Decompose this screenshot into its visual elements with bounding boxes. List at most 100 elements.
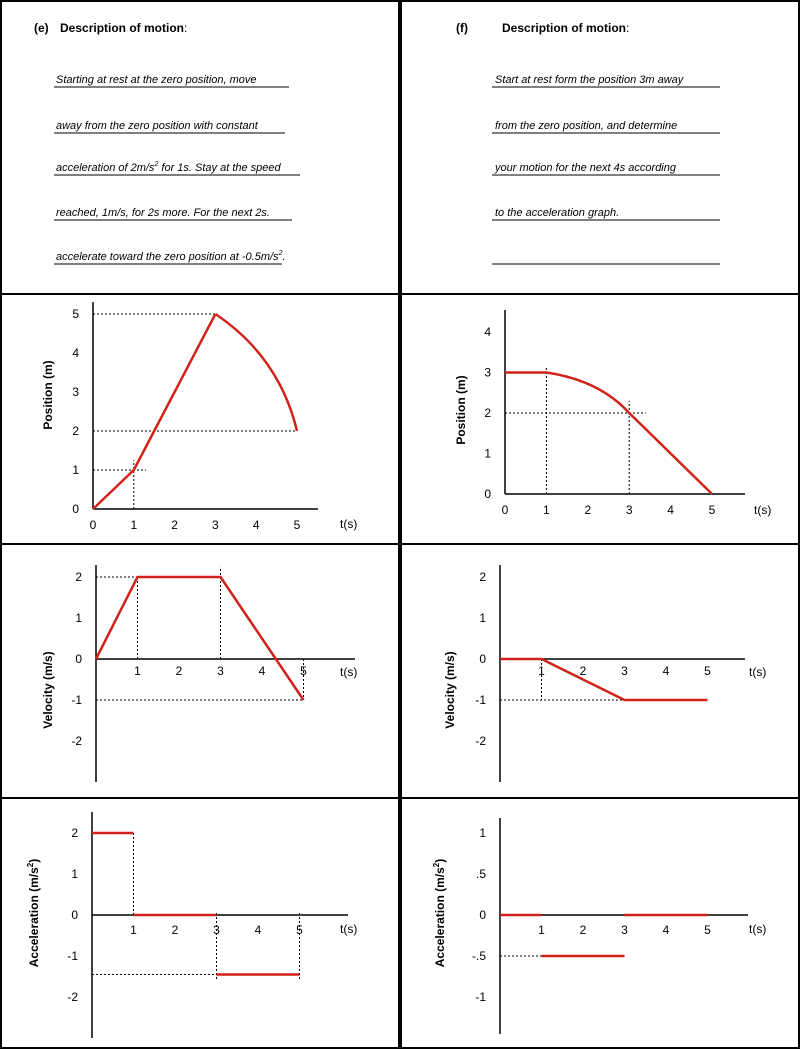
y-tick-label: 2	[484, 406, 491, 420]
y-tick-label: .5	[476, 867, 486, 881]
x-tick-label: 4	[667, 503, 674, 517]
x-tick-label: 2	[172, 923, 179, 937]
x-tick-label: 5	[709, 503, 716, 517]
x-axis-label: t(s)	[340, 922, 357, 936]
e-line-5: accelerate toward the zero position at -…	[56, 250, 286, 263]
x-tick-label: 5	[294, 518, 301, 532]
y-tick-label: 4	[72, 346, 79, 360]
panel-e-heading: Description of motion:	[60, 21, 187, 35]
x-tick-label: 1	[130, 923, 137, 937]
y-tick-label: 3	[484, 366, 491, 380]
panel-f-label: (f)	[456, 21, 468, 35]
y-tick-label: 1	[479, 826, 486, 840]
x-tick-label: 4	[663, 664, 670, 678]
x-tick-label: 3	[213, 923, 220, 937]
x-tick-label: 2	[584, 503, 591, 517]
y-tick-label: 2	[71, 826, 78, 840]
x-tick-label: 3	[217, 664, 224, 678]
f-line-4: to the acceleration graph.	[495, 207, 619, 219]
y-tick-label: 0	[479, 652, 486, 666]
data-series-line	[214, 312, 299, 432]
x-tick-label: 2	[171, 518, 178, 532]
x-axis-label: t(s)	[749, 665, 766, 679]
y-tick-label: 1	[75, 611, 82, 625]
description-f: (f) Description of motion: Start at rest…	[456, 21, 720, 265]
y-tick-label: 3	[72, 385, 79, 399]
y-tick-label: 0	[484, 487, 491, 501]
x-tick-label: 1	[538, 923, 545, 937]
chart-e-velocity: 1 2 3 4 5 -2 -1 0 1 2 t(s) Velocity (m/s)	[41, 565, 357, 782]
chart-e-position: 0 1 2 3 4 5 0 1 2 3 4 5 t(s) Position (m)	[41, 302, 357, 532]
x-tick-label: 0	[502, 503, 509, 517]
data-series-line	[92, 313, 217, 510]
x-tick-label: 3	[212, 518, 219, 532]
x-axis-label: t(s)	[754, 503, 771, 517]
x-tick-label: 1	[134, 664, 141, 678]
x-tick-label: 3	[621, 664, 628, 678]
y-tick-label: 4	[484, 325, 491, 339]
y-axis-label: Velocity (m/s)	[41, 651, 55, 728]
chart-f-velocity: 1 2 3 4 5 -2 -1 0 1 2 t(s) Velocity (m/s)	[443, 565, 766, 782]
y-tick-label: -2	[475, 734, 486, 748]
y-tick-label: -1	[475, 990, 486, 1004]
x-tick-label: 3	[621, 923, 628, 937]
x-tick-label: 2	[176, 664, 183, 678]
y-tick-label: -2	[71, 734, 82, 748]
panel-f-heading: Description of motion:	[502, 21, 629, 35]
x-tick-label: 5	[704, 664, 711, 678]
f-line-2: from the zero position, and determine	[495, 120, 677, 132]
chart-e-acceleration: 1 2 3 4 5 -2 -1 0 1 2 t(s) Acceleration (m/s2)	[26, 812, 357, 1038]
y-tick-label: 1	[479, 611, 486, 625]
x-tick-label: 1	[538, 664, 545, 678]
data-series-line	[500, 657, 708, 702]
y-tick-label: -1	[475, 693, 486, 707]
x-tick-label: 5	[300, 664, 307, 678]
y-tick-label: 0	[71, 908, 78, 922]
y-axis-label: Velocity (m/s)	[443, 651, 457, 728]
x-axis-label: t(s)	[340, 517, 357, 531]
data-series-line	[628, 412, 713, 495]
y-tick-label: -2	[67, 990, 78, 1004]
x-tick-label: 4	[253, 518, 260, 532]
y-tick-label: -.5	[472, 949, 486, 963]
e-line-2: away from the zero position with constan…	[56, 120, 259, 132]
x-axis-label: t(s)	[340, 665, 357, 679]
data-series-line	[546, 371, 631, 414]
y-axis-label: Acceleration (m/s2)	[432, 859, 447, 968]
x-tick-label: 5	[704, 923, 711, 937]
y-tick-label: 2	[75, 570, 82, 584]
chart-f-acceleration: 1 2 3 4 5 -1 -.5 0 .5 1 t(s) Acceleration (m/s2)	[432, 818, 766, 1034]
x-tick-label: 1	[543, 503, 550, 517]
x-tick-label: 2	[580, 664, 587, 678]
x-tick-label: 5	[296, 923, 303, 937]
y-tick-label: 2	[72, 424, 79, 438]
x-tick-label: 3	[626, 503, 633, 517]
y-tick-label: 1	[72, 463, 79, 477]
y-axis-label: Position (m)	[454, 375, 468, 444]
chart-f-position: 0 1 2 3 4 5 0 1 2 3 4 t(s) Position (m)	[454, 310, 771, 517]
y-tick-label: -1	[67, 949, 78, 963]
y-axis-label: Position (m)	[41, 360, 55, 429]
x-axis-label: t(s)	[749, 922, 766, 936]
y-tick-label: 1	[71, 867, 78, 881]
x-tick-label: 1	[130, 518, 137, 532]
y-axis-label: Acceleration (m/s2)	[26, 859, 41, 968]
x-tick-label: 4	[663, 923, 670, 937]
x-tick-label: 2	[580, 923, 587, 937]
y-tick-label: 0	[75, 652, 82, 666]
x-tick-label: 4	[259, 664, 266, 678]
y-tick-label: 1	[484, 447, 491, 461]
y-tick-label: 5	[72, 307, 79, 321]
panel-e-label: (e)	[34, 21, 49, 35]
f-line-1: Start at rest form the position 3m away	[495, 74, 685, 86]
y-tick-label: 0	[72, 502, 79, 516]
description-e: (e) Description of motion: Starting at r…	[34, 21, 300, 265]
y-tick-label: 0	[479, 908, 486, 922]
e-line-1: Starting at rest at the zero position, m…	[56, 74, 257, 86]
x-tick-label: 4	[255, 923, 262, 937]
y-tick-label: 2	[479, 570, 486, 584]
f-line-3: your motion for the next 4s according	[494, 162, 677, 174]
data-series-line	[94, 575, 305, 701]
